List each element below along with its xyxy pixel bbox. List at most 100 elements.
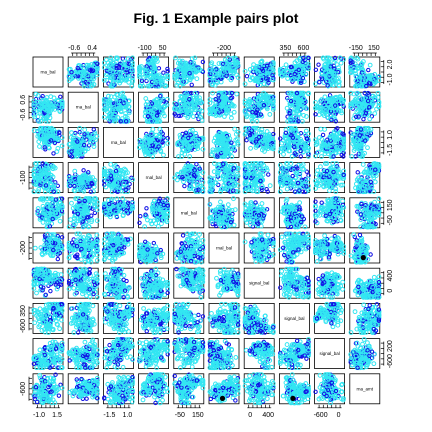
panel-r3-c1 [66,162,99,194]
scatter-point [189,56,195,61]
scatter-point [258,62,263,68]
scatter-point [178,60,184,66]
scatter-point-dark [187,71,192,76]
scatter-point [173,55,178,61]
scatter-point [142,67,148,73]
variable-label-1: rna_bal [76,105,91,110]
panel-r2-c4 [173,127,206,159]
variable-label-2: rna_bal [111,140,126,145]
panel-r1-c3 [138,91,170,124]
scatter-point [125,56,131,62]
panel-r2-c8 [313,126,347,159]
scatter-point-dark [221,61,226,67]
scatter-point [86,80,91,86]
scatter-point [117,70,122,76]
scatter-point [86,63,92,68]
scatter-point [225,55,231,61]
scatter-point [283,62,289,68]
scatter-point [221,66,226,72]
scatter-point [148,69,153,75]
scatter-point [174,72,180,78]
scatter-point [104,77,110,83]
scatter-point-dark [139,78,145,83]
scatter-point [230,61,235,67]
panel-r3-c2 [101,161,135,195]
scatter-point [151,72,156,78]
scatter-point [189,61,195,67]
scatter-point [114,56,120,62]
scatter-point [101,77,107,83]
panel-r1-c8 [313,91,347,124]
scatter-point [124,74,130,80]
panel-r0-c1 [66,56,100,89]
scatter-point-dark [189,82,194,88]
panel-r1-c5 [207,90,240,123]
scatter-point [130,67,135,73]
scatter-point [181,72,187,77]
scatter-point [267,68,273,74]
scatter-point [215,80,220,85]
panel-r3-c0 [31,161,64,195]
scatter-point [233,59,239,65]
scatter-point-dark [114,65,119,71]
scatter-point [207,67,213,73]
scatter-point-dark [200,69,206,74]
scatter-point [231,70,237,75]
scatter-point-dark [264,63,270,68]
scatter-point [109,82,115,88]
scatter-point [175,80,181,86]
scatter-point-dark [165,66,170,72]
scatter-point [181,75,187,81]
scatter-point [224,63,229,69]
panel-r3-c7 [277,161,311,195]
scatter-point [107,68,113,74]
scatter-point [148,58,154,64]
scatter-point-dark [266,80,271,85]
scatter-point [78,69,84,75]
scatter-point [127,70,132,76]
scatter-point-dark [270,73,275,78]
scatter-point [146,76,152,81]
scatter-point [138,83,144,89]
scatter-point [146,58,152,64]
scatter-point [130,75,135,81]
chart-title: Fig. 1 Example pairs plot [133,10,299,26]
scatter-point [129,83,135,89]
scatter-point [141,74,147,80]
scatter-point [140,83,146,89]
panel-r1-c1: rna_bal [67,91,99,123]
scatter-point-dark [264,76,269,81]
scatter-point [151,60,157,66]
scatter-point [94,65,100,71]
scatter-point [255,68,261,74]
scatter-point [269,77,275,83]
panel-r0-c4 [172,55,206,89]
scatter-point-dark [218,76,224,81]
panel-r0-c7 [277,55,311,88]
panel-r1-c0 [31,91,65,124]
scatter-point-dark [165,69,170,74]
scatter-point [71,74,77,80]
scatter-point [187,76,193,82]
panel-r2-c2: rna_bal [103,127,134,158]
panel-r2-c6 [242,125,276,158]
scatter-point [220,65,226,71]
scatter-point [101,65,107,70]
panel-r1-c2 [101,90,134,124]
panel-r0-c8 [313,55,347,89]
scatter-point [66,67,72,72]
panel-r2-c7 [277,125,311,159]
panel-r3-c5 [207,161,241,195]
scatter-point [118,75,124,80]
scatter-point [269,62,275,68]
scatter-point-dark [75,65,80,71]
scatter-point [81,76,86,82]
scatter-point [110,61,116,66]
scatter-point [152,79,158,84]
scatter-point [91,63,97,69]
panel-r1-c7 [278,90,311,124]
scatter-point [165,74,171,79]
scatter-point [218,73,224,79]
scatter-point-dark [260,68,266,73]
